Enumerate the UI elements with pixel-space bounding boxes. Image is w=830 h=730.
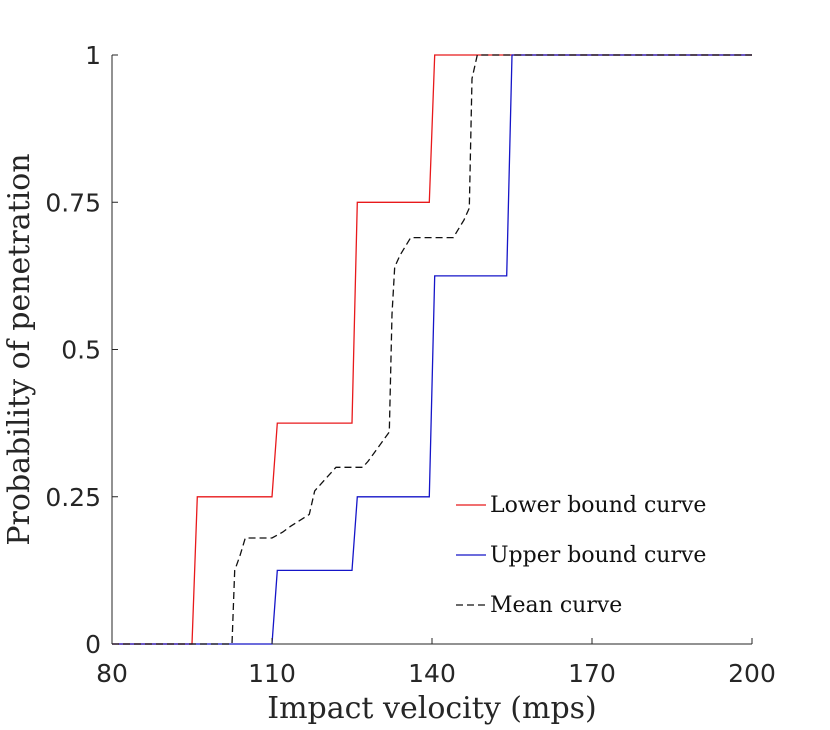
- y-tick-label: 0.25: [45, 483, 101, 512]
- ticks: 80 110 140 170 200 0 0.25 0.5 0.75 1: [45, 41, 776, 688]
- y-tick-label: 0: [85, 630, 101, 659]
- legend-label: Upper bound curve: [490, 543, 706, 568]
- y-axis-title: Probability of penetration: [2, 153, 37, 545]
- x-tick-label: 170: [568, 659, 616, 688]
- series-layer: [112, 54, 752, 645]
- legend-label: Mean curve: [490, 593, 622, 618]
- y-tick-label: 1: [85, 41, 101, 70]
- x-axis-title: Impact velocity (mps): [267, 691, 597, 726]
- y-tick-label: 0.5: [61, 336, 101, 365]
- series-line-lower-bound-curve: [112, 54, 752, 645]
- legend-label: Lower bound curve: [490, 493, 706, 518]
- x-tick-label: 200: [728, 659, 776, 688]
- series-line-upper-bound-curve: [112, 54, 752, 645]
- series-line-mean-curve: [112, 54, 752, 645]
- legend: Lower bound curve Upper bound curve Mean c…: [456, 493, 706, 618]
- x-tick-label: 140: [408, 659, 456, 688]
- y-tick-label: 0.75: [45, 188, 101, 217]
- x-tick-label: 80: [96, 659, 128, 688]
- x-tick-label: 110: [248, 659, 296, 688]
